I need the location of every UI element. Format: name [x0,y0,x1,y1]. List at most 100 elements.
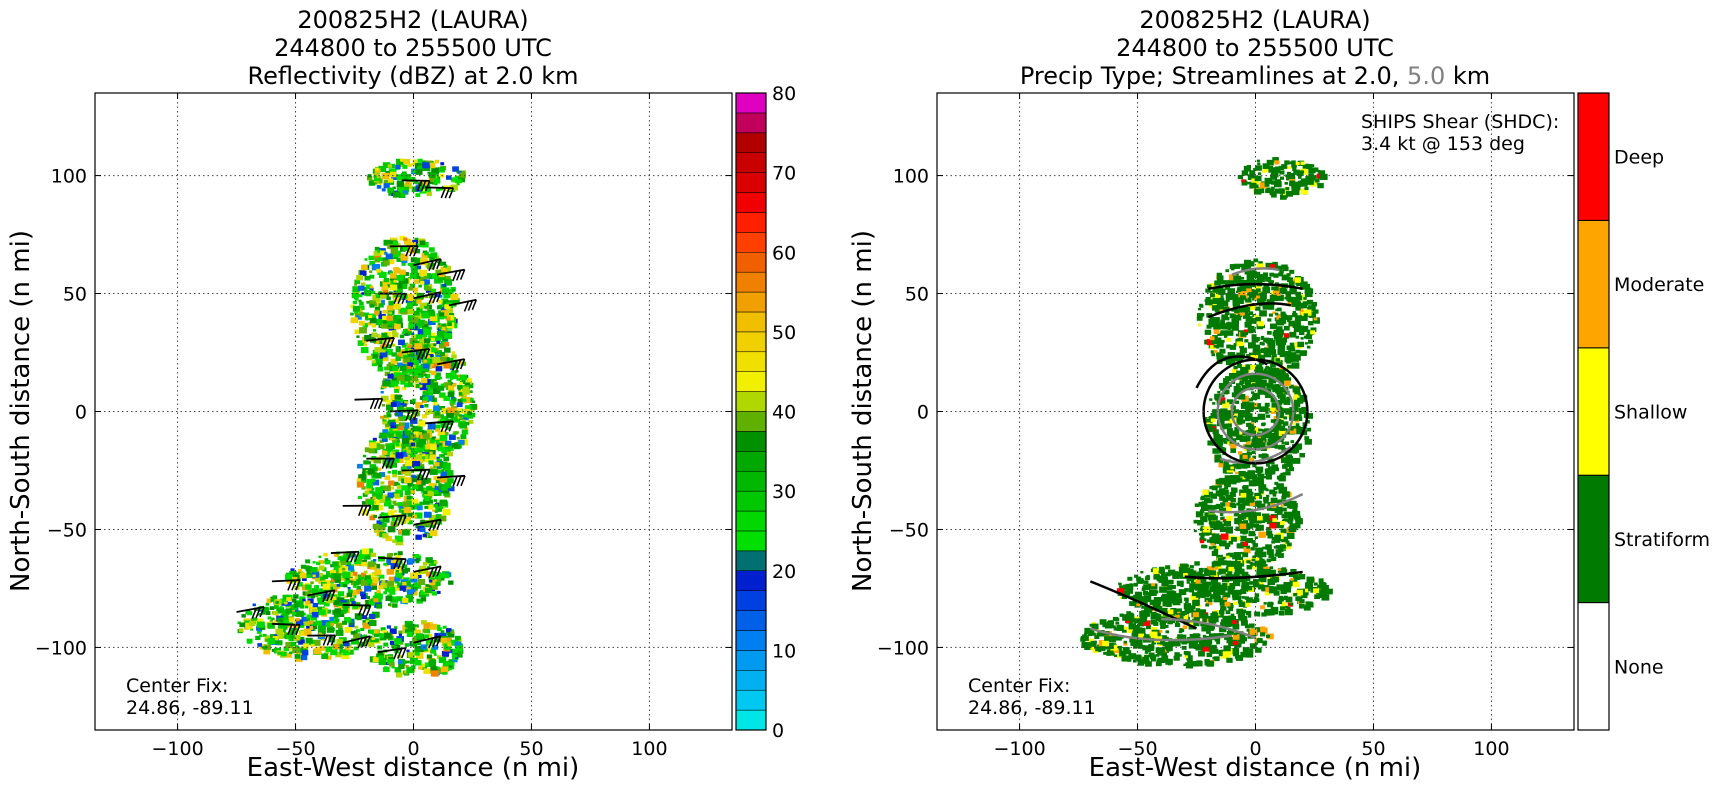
wind-barb-flag [436,635,442,647]
reflectivity-cell [430,583,438,590]
precip-type-cell [1237,611,1245,618]
precip-type-cell [1278,333,1283,337]
reflectivity-cell [337,611,345,618]
precip-type-cell [1216,303,1223,308]
reflectivity-cell [387,164,393,168]
precip-type-cell [1236,434,1243,440]
precip-type-cell [1295,524,1301,529]
reflectivity-cell [465,405,472,411]
reflectivity-cell [333,644,340,650]
reflectivity-cell [416,485,424,492]
precip-type-cell [1291,163,1297,168]
reflectivity-cell [410,507,414,510]
reflectivity-cell [443,456,450,462]
wind-barb-flag [251,608,257,619]
reflectivity-cell [419,501,424,505]
precip-type-cell [1212,448,1220,454]
reflectivity-cell [407,512,414,518]
reflectivity-cell [354,613,363,620]
reflectivity-cell [392,241,399,246]
precip-type-cell [1283,191,1288,196]
reflectivity-cell [420,363,425,367]
reflectivity-cell [399,585,407,591]
reflectivity-cell [435,372,441,377]
wind-barb-flag [366,605,372,616]
reflectivity-cell [403,445,409,450]
reflectivity-cell [399,401,405,406]
precip-type-cell [1220,408,1228,415]
reflectivity-cell [318,560,324,565]
precip-type-cell [1231,308,1236,312]
precip-type-cell [1233,417,1237,421]
reflectivity-cell [239,628,244,632]
reflectivity-cell [358,294,363,298]
reflectivity-cell [305,591,312,597]
reflectivity-cell [425,557,433,564]
reflectivity-cell [371,487,375,491]
reflectivity-cell [315,646,320,650]
reflectivity-cell [369,270,373,273]
reflectivity-cell [373,598,379,603]
reflectivity-cell [396,181,404,188]
wind-barb-flag [424,348,431,360]
reflectivity-cell [375,318,384,326]
reflectivity-cell [423,320,428,325]
precip-type-cell [1204,329,1212,335]
colorbar-swatch [735,112,767,134]
reflectivity-cell [416,308,421,311]
precip-type-cell [1280,314,1288,320]
wind-barb-flag [255,607,261,618]
precip-type-cell [1216,554,1223,561]
reflectivity-cell [395,348,401,353]
reflectivity-cell [433,405,440,411]
precip-type-cell [1259,428,1264,432]
reflectivity-cell [390,425,397,431]
precip-type-cell [1243,510,1251,516]
precip-type-cell [1244,624,1250,629]
reflectivity-cell [404,430,412,436]
reflectivity-cell [418,432,423,435]
precip-type-cell [1217,571,1222,575]
precip-type-cell [1205,296,1211,302]
reflectivity-cell [285,608,293,614]
precip-type-cell [1215,439,1224,446]
reflectivity-cell [423,454,429,459]
reflectivity-cell [381,522,387,528]
precip-type-cell [1240,410,1246,416]
precip-type-cell [1245,297,1252,303]
reflectivity-cell [335,618,340,622]
reflectivity-cell [367,561,375,568]
precip-type-cell [1306,345,1311,349]
reflectivity-cell [452,410,460,416]
precip-type-cell [1207,499,1213,504]
reflectivity-cell [438,262,444,266]
precip-type-cell [1300,178,1306,183]
precip-type-cell [1216,503,1220,507]
reflectivity-cell [383,179,390,185]
precip-type-cell [1215,337,1222,343]
precip-type-cell [1254,175,1262,182]
wind-barb-flag [361,636,367,648]
reflectivity-cell [375,593,383,600]
precip-type-cell [1206,284,1212,289]
precip-type-cell [1237,520,1244,526]
reflectivity-cell [424,634,430,639]
reflectivity-cell [312,561,316,564]
reflectivity-cell [437,322,441,326]
reflectivity-cell [397,502,403,506]
reflectivity-cell [297,582,303,587]
reflectivity-cell [435,349,442,356]
precip-type-cell [1242,376,1249,382]
reflectivity-cell [424,305,428,309]
precip-type-cell [1276,575,1281,578]
precip-type-cell [1255,306,1261,311]
reflectivity-cell [406,631,414,637]
reflectivity-cell [411,163,415,166]
precip-type-cell [1325,588,1333,595]
reflectivity-cell [433,490,439,495]
precip-type-cell [1261,517,1267,523]
precip-type-cell [1240,331,1247,337]
precip-type-cell [1296,281,1303,287]
reflectivity-cell [383,591,388,595]
reflectivity-cell [435,581,441,586]
